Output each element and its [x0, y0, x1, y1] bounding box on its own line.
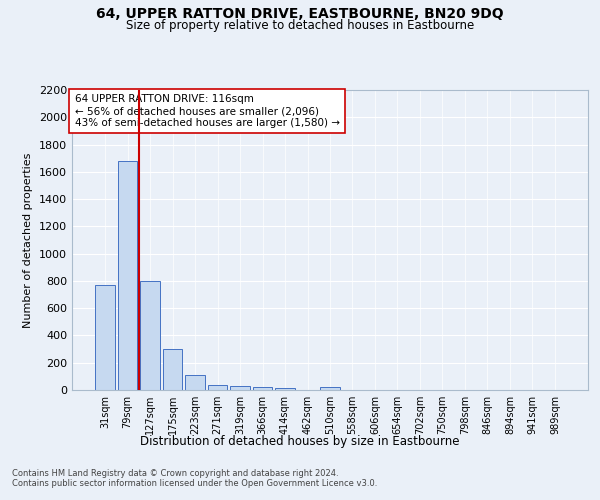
Text: 64, UPPER RATTON DRIVE, EASTBOURNE, BN20 9DQ: 64, UPPER RATTON DRIVE, EASTBOURNE, BN20… [96, 8, 504, 22]
Bar [230, 386, 250, 390]
Text: Contains public sector information licensed under the Open Government Licence v3: Contains public sector information licen… [12, 478, 377, 488]
Bar [95, 285, 115, 390]
Text: Distribution of detached houses by size in Eastbourne: Distribution of detached houses by size … [140, 435, 460, 448]
Bar [208, 384, 227, 390]
Bar [185, 375, 205, 390]
Bar [140, 281, 160, 390]
Bar [118, 161, 137, 390]
Text: Size of property relative to detached houses in Eastbourne: Size of property relative to detached ho… [126, 19, 474, 32]
Text: Contains HM Land Registry data © Crown copyright and database right 2024.: Contains HM Land Registry data © Crown c… [12, 468, 338, 477]
Y-axis label: Number of detached properties: Number of detached properties [23, 152, 34, 328]
Text: 64 UPPER RATTON DRIVE: 116sqm
← 56% of detached houses are smaller (2,096)
43% o: 64 UPPER RATTON DRIVE: 116sqm ← 56% of d… [74, 94, 340, 128]
Bar [275, 388, 295, 390]
Bar [320, 387, 340, 390]
Bar [253, 387, 272, 390]
Bar [163, 349, 182, 390]
